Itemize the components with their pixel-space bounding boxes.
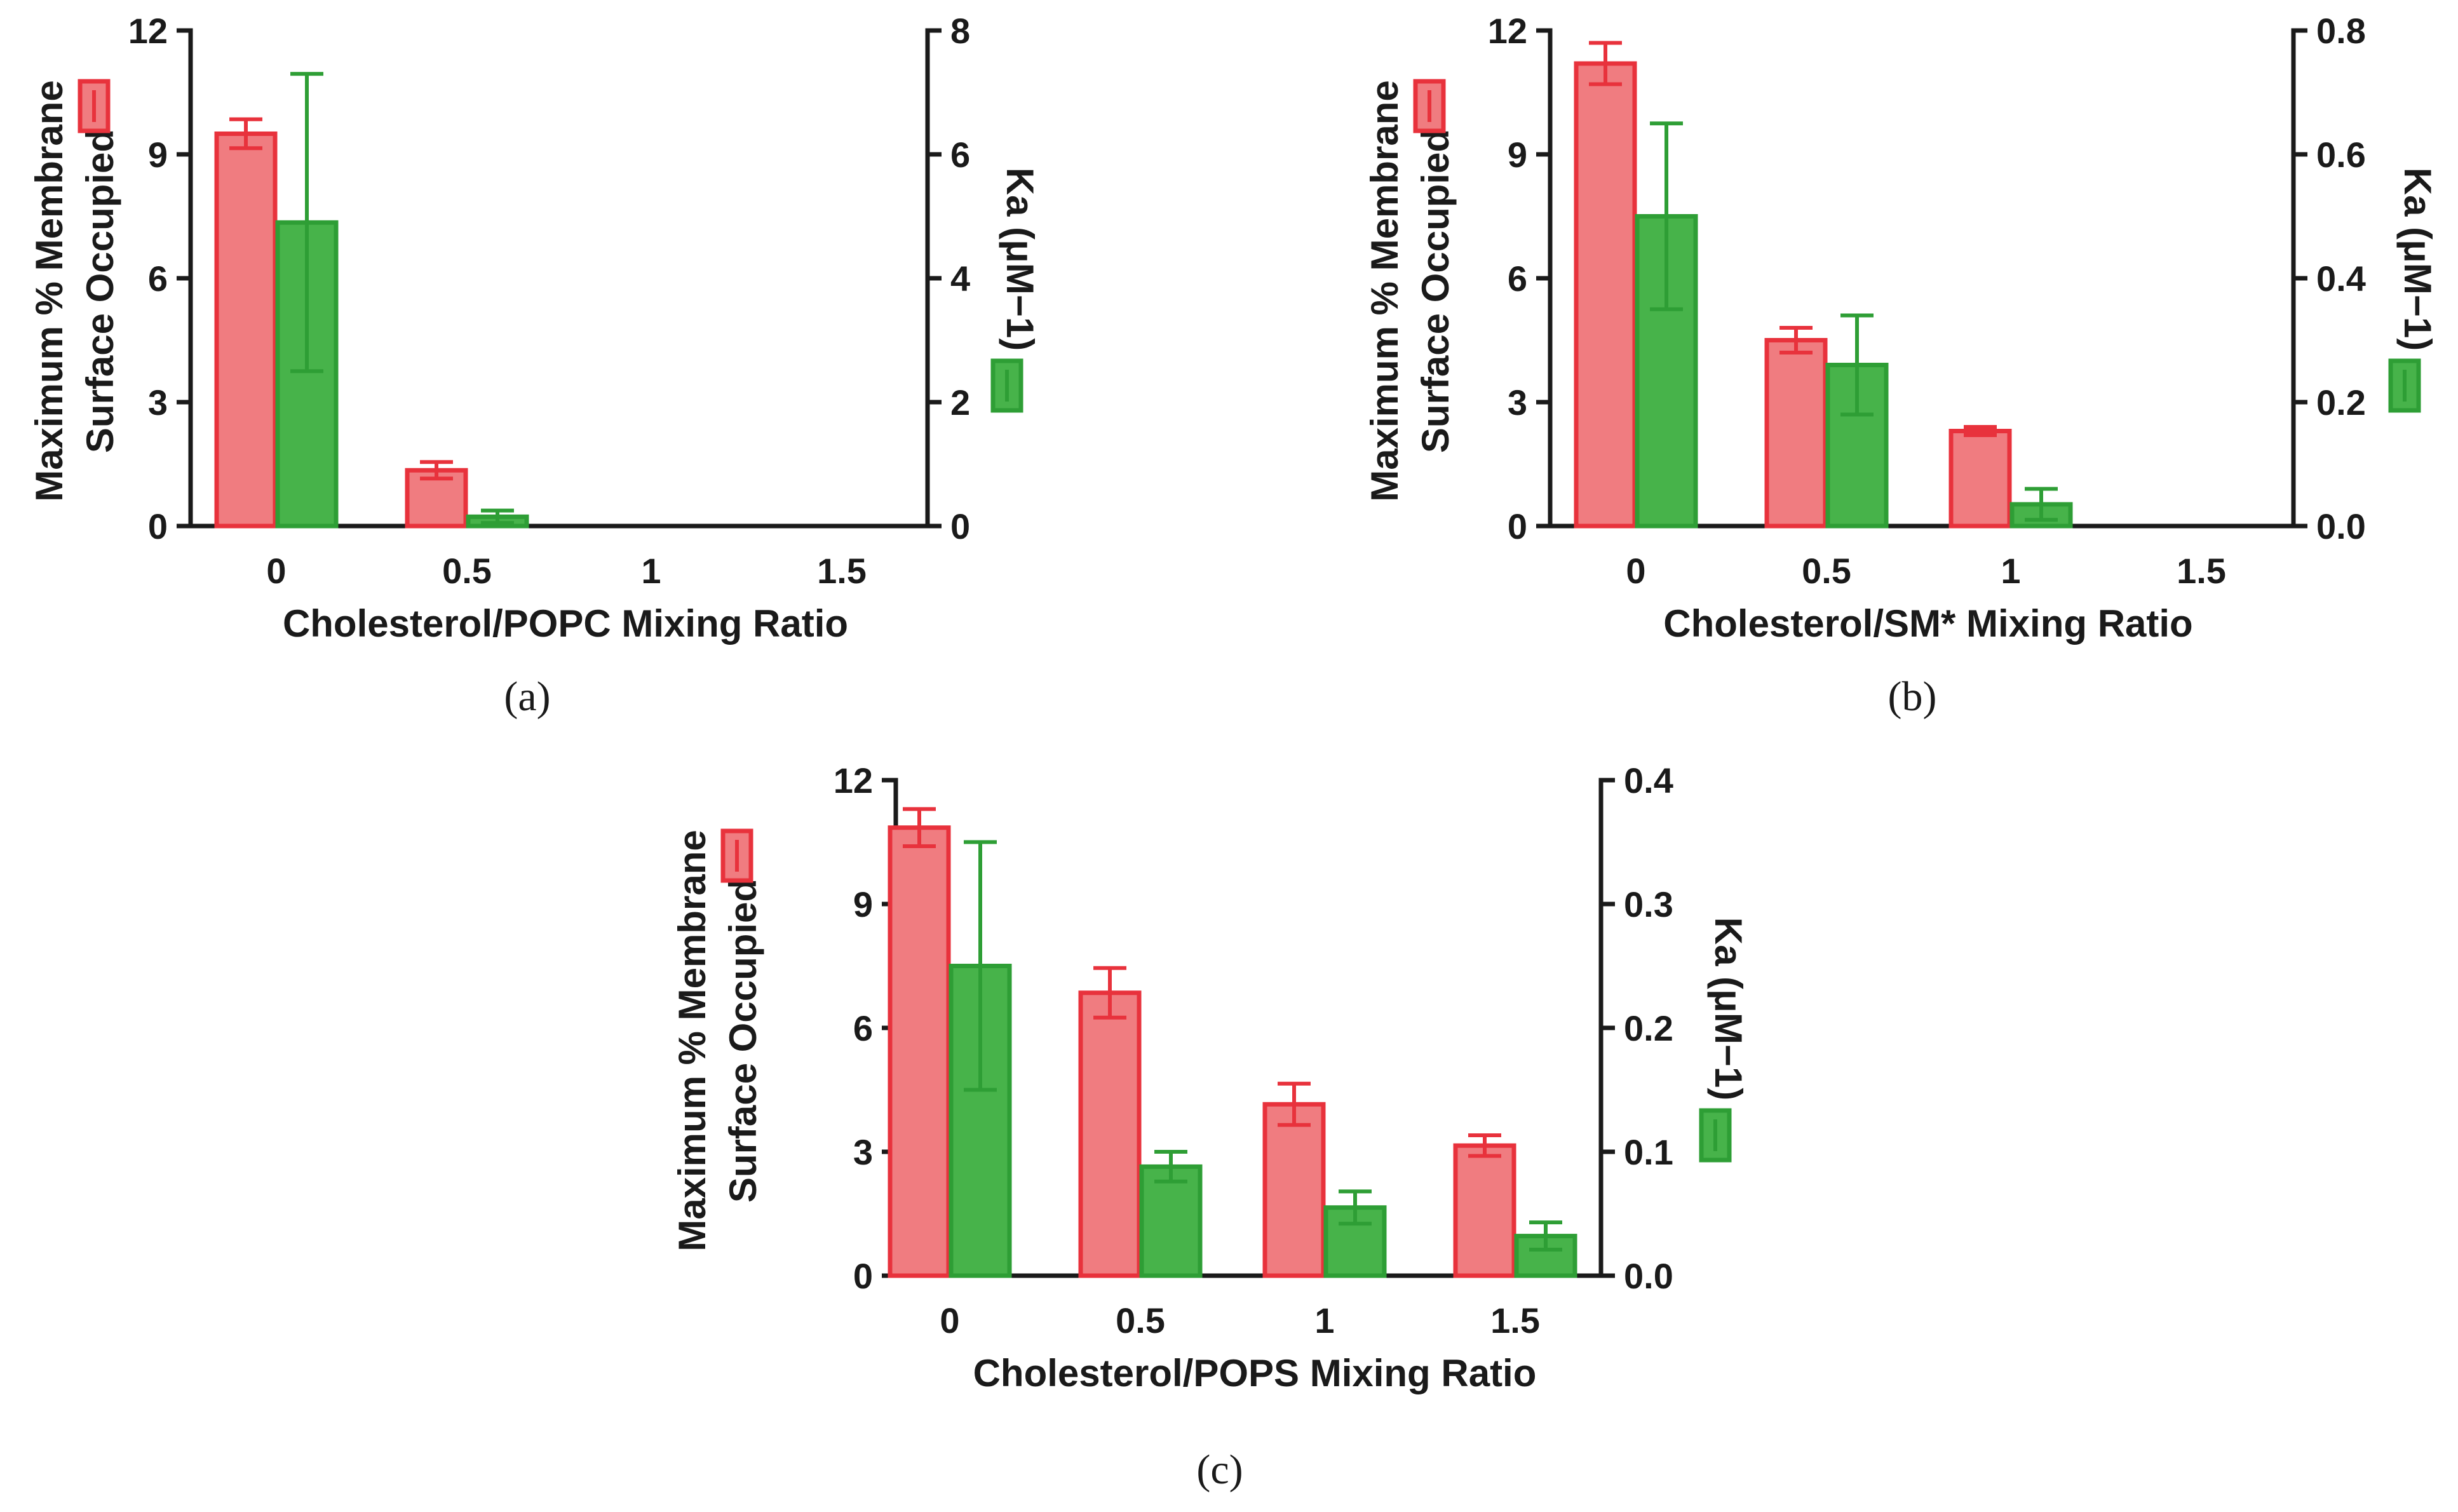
left-axis-title: Maximum % Membrane Surface Occupied <box>1363 80 1457 502</box>
legend-red-swatch <box>720 828 753 883</box>
right-tick-label: 0.3 <box>1624 884 1673 924</box>
left-axis-title: Maximum % Membrane Surface Occupied <box>28 80 121 502</box>
panel-label: (b) <box>1888 673 1937 720</box>
x-tick-label: 1 <box>1314 1300 1334 1340</box>
bar-green <box>1825 363 1889 529</box>
x-tick-label: 1.5 <box>817 551 867 591</box>
right-tick-label: 0.2 <box>1624 1008 1673 1048</box>
left-tick-label: 9 <box>148 135 168 175</box>
panel-label: (c) <box>1196 1447 1243 1493</box>
panel-label: (a) <box>504 673 550 720</box>
bar-red <box>1948 429 2012 529</box>
left-axis-title-line-1: Maximum % Membrane <box>28 80 71 502</box>
x-axis-title: Cholesterol/POPC Mixing Ratio <box>283 602 848 645</box>
right-tick-label: 4 <box>950 259 970 299</box>
left-axis-title: Maximum % Membrane Surface Occupied <box>671 830 764 1252</box>
bar-red <box>1574 61 1637 529</box>
left-tick-label: 9 <box>853 884 873 924</box>
left-axis-title-line-2: Surface Occupied <box>79 129 121 453</box>
right-tick-label: 0.1 <box>1624 1132 1673 1172</box>
right-tick-label: 8 <box>950 11 970 51</box>
bar-red <box>1262 1102 1326 1278</box>
x-tick-label: 0.5 <box>1116 1300 1165 1340</box>
right-tick-label: 0.4 <box>1624 760 1673 800</box>
left-tick-label: 0 <box>853 1256 873 1296</box>
chart-panel-b: 0 3 6 9 12 0.0 0.2 0.4 0.6 0.8 0 0.5 1 1.5 Cholesterol… <box>1363 11 2439 720</box>
bar-red <box>1764 338 1828 529</box>
right-tick-label: 0.0 <box>2316 506 2366 546</box>
x-tick-label: 0.5 <box>442 551 492 591</box>
right-tick-label: 6 <box>950 135 970 175</box>
right-axis-title: Ka (μM−1) <box>999 168 1041 351</box>
left-tick-label: 6 <box>853 1008 873 1048</box>
left-axis-title-line-1: Maximum % Membrane <box>671 830 713 1252</box>
left-axis-title-line-2: Surface Occupied <box>722 879 764 1203</box>
x-axis-title: Cholesterol/POPS Mixing Ratio <box>973 1352 1537 1394</box>
left-tick-label: 12 <box>1488 11 1527 51</box>
right-axis-title-text: Ka (μM−1) <box>999 168 1041 351</box>
x-tick-label: 0 <box>266 551 286 591</box>
left-tick-label: 9 <box>1508 135 1527 175</box>
left-tick-label: 6 <box>1508 259 1527 299</box>
x-tick-label: 1.5 <box>2177 551 2226 591</box>
left-axis-title-line-1: Maximum % Membrane <box>1363 80 1406 502</box>
bar-red <box>888 825 951 1278</box>
left-tick-label: 3 <box>853 1132 873 1172</box>
right-tick-label: 0.4 <box>2316 259 2366 299</box>
bar-green <box>949 964 1012 1278</box>
bar-red <box>214 132 278 529</box>
right-axis-title-text: Ka (μM−1) <box>1707 917 1750 1100</box>
right-tick-label: 0 <box>950 506 970 546</box>
right-axis-title-text: Ka (μM−1) <box>2396 168 2439 351</box>
right-axis-title: Ka (μM−1) <box>2396 168 2439 351</box>
left-tick-label: 0 <box>148 506 168 546</box>
right-tick-label: 0.0 <box>1624 1256 1673 1296</box>
right-tick-label: 0.8 <box>2316 11 2366 51</box>
bar-red <box>1453 1143 1516 1278</box>
legend-green-swatch <box>2388 358 2421 413</box>
left-tick-label: 12 <box>128 11 168 51</box>
x-tick-label: 1.5 <box>1490 1300 1540 1340</box>
right-axis-title: Ka (μM−1) <box>1707 917 1750 1100</box>
left-tick-label: 6 <box>148 259 168 299</box>
chart-panel-c: 0 3 6 9 12 0.0 0.1 0.2 0.3 0.4 0 0.5 1 1.5 Cholesterol… <box>671 760 1750 1493</box>
right-tick-label: 0.2 <box>2316 382 2366 422</box>
x-tick-label: 1 <box>641 551 661 591</box>
chart-panel-a: 0 3 6 9 12 0 2 4 6 8 0 0.5 1 1.5 Cholesterol/POPC Mixi… <box>28 11 1041 720</box>
x-axis-title: Cholesterol/SM* Mixing Ratio <box>1663 602 2192 645</box>
x-tick-label: 0.5 <box>1802 551 1851 591</box>
x-tick-label: 0 <box>940 1300 959 1340</box>
left-tick-label: 12 <box>834 760 873 800</box>
left-axis-title-line-2: Surface Occupied <box>1414 129 1457 453</box>
right-tick-label: 0.6 <box>2316 135 2366 175</box>
left-tick-label: 3 <box>1508 382 1527 422</box>
left-tick-label: 0 <box>1508 506 1527 546</box>
right-tick-label: 2 <box>950 382 970 422</box>
bar-red <box>1078 990 1142 1278</box>
x-tick-label: 0 <box>1626 551 1645 591</box>
left-tick-label: 3 <box>148 382 168 422</box>
x-tick-label: 1 <box>2001 551 2020 591</box>
